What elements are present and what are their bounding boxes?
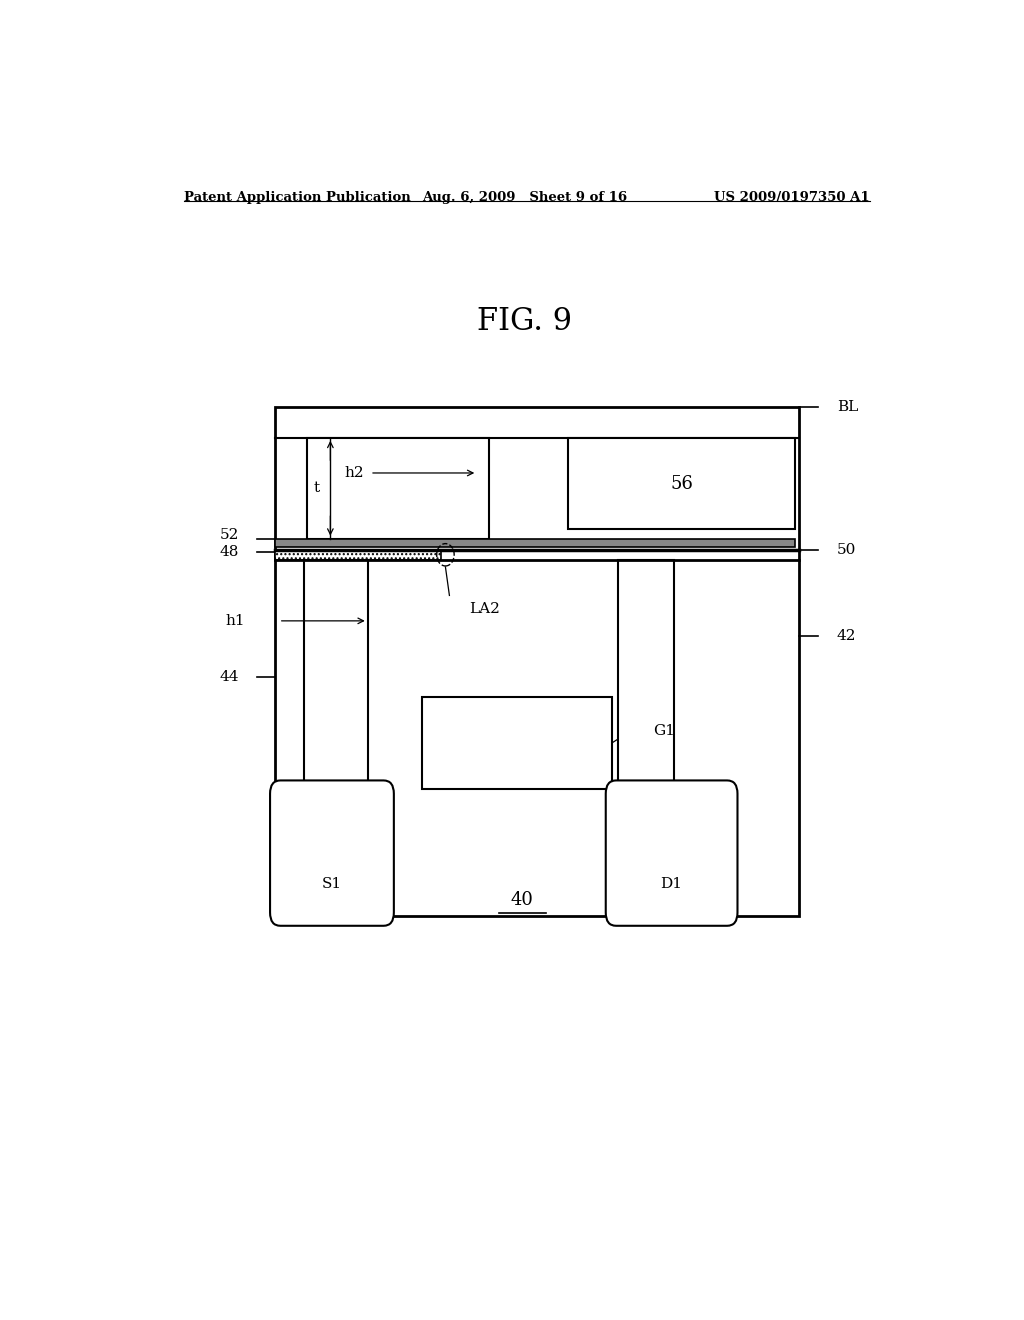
Text: h2: h2: [344, 466, 364, 480]
FancyBboxPatch shape: [270, 780, 394, 925]
Text: FIG. 9: FIG. 9: [477, 305, 572, 337]
Text: t: t: [314, 482, 321, 495]
Text: 52: 52: [220, 528, 240, 543]
Bar: [274, 408, 799, 916]
Text: Aug. 6, 2009   Sheet 9 of 16: Aug. 6, 2009 Sheet 9 of 16: [422, 191, 628, 203]
Bar: [274, 539, 795, 546]
FancyBboxPatch shape: [606, 780, 737, 925]
Text: D1: D1: [660, 876, 683, 891]
Bar: [568, 438, 795, 529]
Text: BL: BL: [837, 400, 858, 414]
Text: h1: h1: [225, 614, 245, 628]
Text: 56: 56: [670, 475, 693, 492]
Bar: [274, 549, 441, 560]
Bar: [304, 560, 368, 793]
Bar: [422, 697, 612, 788]
Text: 48: 48: [220, 545, 240, 558]
Bar: [306, 438, 489, 539]
Text: Patent Application Publication: Patent Application Publication: [183, 191, 411, 203]
Text: 50: 50: [837, 543, 856, 557]
Text: 44: 44: [219, 669, 240, 684]
Text: 42: 42: [837, 630, 856, 643]
Text: S1: S1: [322, 876, 342, 891]
Bar: [618, 560, 674, 793]
Text: 40: 40: [511, 891, 534, 909]
Text: G1: G1: [653, 723, 676, 738]
Text: US 2009/0197350 A1: US 2009/0197350 A1: [715, 191, 870, 203]
Text: LA2: LA2: [469, 602, 500, 615]
